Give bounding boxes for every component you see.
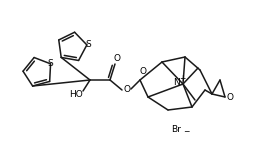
Text: O: O	[139, 67, 146, 76]
Text: O: O	[123, 85, 130, 93]
Text: HO: HO	[69, 90, 83, 98]
Text: +: +	[178, 74, 184, 83]
Text: N: N	[173, 78, 180, 86]
Text: O: O	[113, 54, 120, 62]
Text: −: −	[182, 128, 188, 136]
Text: S: S	[85, 40, 90, 49]
Text: Br: Br	[170, 126, 180, 135]
Text: O: O	[226, 93, 233, 102]
Text: S: S	[47, 59, 53, 68]
